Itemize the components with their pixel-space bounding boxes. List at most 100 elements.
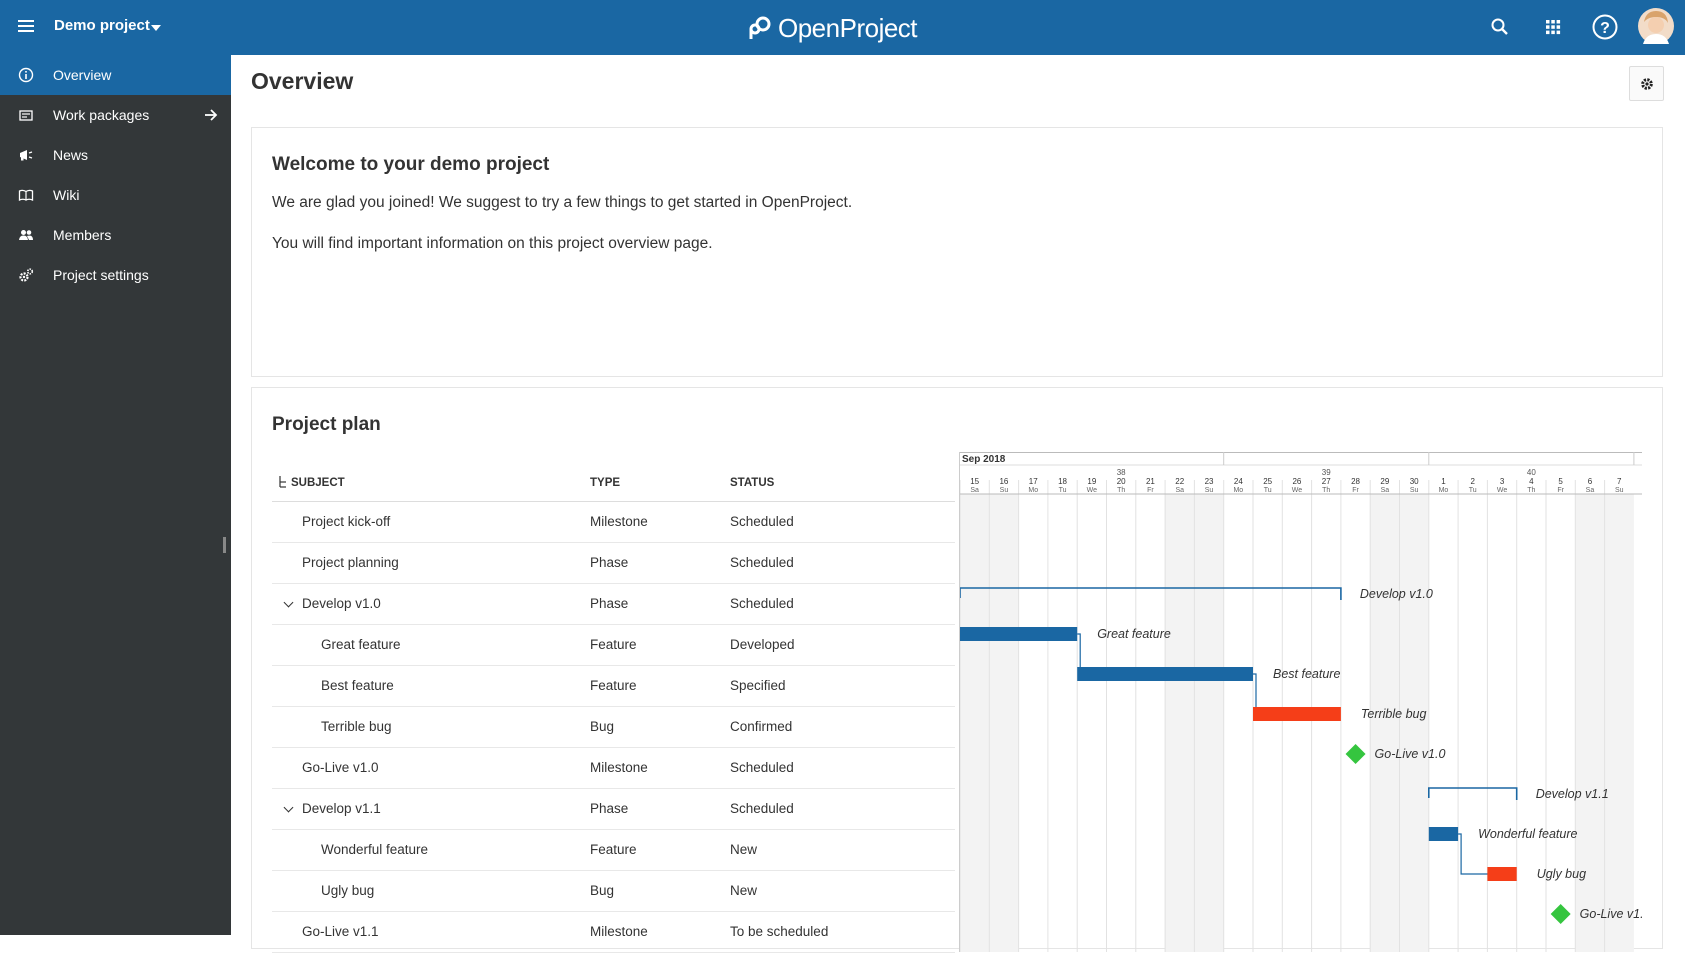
gantt-bar <box>1077 667 1253 681</box>
page-title: Overview <box>251 68 354 94</box>
sidebar-item-wiki[interactable]: Wiki <box>0 175 231 215</box>
sidebar-item-label: Overview <box>53 67 112 83</box>
gantt-item-label: Develop v1.1 <box>1536 787 1609 801</box>
sidebar-resize-handle[interactable] <box>223 537 226 553</box>
column-header-subject[interactable]: SUBJECT <box>291 477 345 489</box>
subject-cell[interactable]: Terrible bug <box>321 719 392 734</box>
help-icon[interactable]: ? <box>1591 14 1618 40</box>
sidebar-item-label: Work packages <box>53 107 150 123</box>
gantt-week-label: 40 <box>1527 468 1536 477</box>
gantt-weekday: Th <box>1117 487 1125 494</box>
gantt-day-number: 28 <box>1351 477 1360 486</box>
type-cell: Bug <box>590 719 615 734</box>
info-icon <box>18 67 34 83</box>
gantt-weekday: We <box>1497 487 1507 494</box>
project-selector[interactable]: Demo project <box>54 17 150 34</box>
gantt-weekday: Th <box>1527 487 1535 494</box>
type-cell: Feature <box>590 637 637 652</box>
table-row[interactable]: Great feature Feature Developed <box>272 625 955 666</box>
gantt-day-number: 30 <box>1410 477 1419 486</box>
gantt-weekday: Su <box>1615 487 1624 494</box>
column-header-status[interactable]: STATUS <box>730 477 775 489</box>
menu-toggle-icon[interactable] <box>18 20 34 34</box>
subject-cell[interactable]: Project kick-off <box>302 514 391 529</box>
subject-cell[interactable]: Great feature <box>321 637 401 652</box>
gantt-day-number: 19 <box>1087 477 1096 486</box>
table-row[interactable]: Project planning Phase Scheduled <box>272 543 955 584</box>
table-row[interactable]: Go-Live v1.1 Milestone To be scheduled <box>272 912 955 953</box>
sidebar-item-project-settings[interactable]: Project settings <box>0 255 231 295</box>
chevron-down-icon[interactable] <box>283 597 294 608</box>
sidebar-item-work-packages[interactable]: Work packages <box>0 95 231 135</box>
gantt-bar <box>1253 707 1341 721</box>
subject-cell[interactable]: Project planning <box>302 555 399 570</box>
gantt-day-number: 27 <box>1322 477 1331 486</box>
subject-cell[interactable]: Best feature <box>321 678 394 693</box>
weekend-column <box>1194 494 1224 952</box>
status-cell: Confirmed <box>730 719 793 734</box>
arrow-right-icon[interactable] <box>203 107 219 126</box>
table-row[interactable]: Best feature Feature Specified <box>272 666 955 707</box>
members-icon <box>18 227 34 243</box>
type-cell: Phase <box>590 596 629 611</box>
type-cell: Feature <box>590 678 637 693</box>
status-cell: Scheduled <box>730 801 794 816</box>
gantt-item-label: Great feature <box>1097 627 1171 641</box>
sidebar-item-members[interactable]: Members <box>0 215 231 255</box>
chevron-down-icon[interactable] <box>151 25 161 31</box>
gantt-item-label: Best feature <box>1273 667 1340 681</box>
gantt-day-number: 22 <box>1175 477 1184 486</box>
gantt-day-number: 5 <box>1558 477 1563 486</box>
table-row[interactable]: Ugly bug Bug New <box>272 871 955 912</box>
gantt-bar <box>1487 867 1517 881</box>
gantt-day-number: 3 <box>1500 477 1505 486</box>
gantt-item-label: Terrible bug <box>1361 707 1427 721</box>
gantt-item-label: Go-Live v1.0 <box>1375 747 1446 761</box>
table-row[interactable]: Develop v1.1 Phase Scheduled <box>272 789 955 830</box>
sidebar: Overview Work packages News Wiki Members… <box>0 55 231 935</box>
gantt-day-number: 7 <box>1617 477 1622 486</box>
sidebar-item-overview[interactable]: Overview <box>0 55 231 95</box>
welcome-text-2: You will find important information on t… <box>272 235 713 252</box>
modules-grid-icon[interactable] <box>1540 14 1566 40</box>
gantt-weekday: Sa <box>1381 487 1390 494</box>
table-row[interactable]: Wonderful feature Feature New <box>272 830 955 871</box>
table-row[interactable]: Go-Live v1.0 Milestone Scheduled <box>272 748 955 789</box>
gantt-milestone-diamond <box>1550 904 1571 924</box>
weekend-column <box>1165 494 1195 952</box>
avatar[interactable] <box>1638 8 1674 44</box>
gantt-bar <box>960 627 1078 641</box>
gantt-day-number: 1 <box>1441 477 1446 486</box>
gantt-day-number: 26 <box>1292 477 1301 486</box>
gantt-weekday: Mo <box>1439 487 1449 494</box>
page-settings-button[interactable] <box>1629 66 1664 101</box>
gantt-weekday: Su <box>1000 487 1009 494</box>
subject-cell[interactable]: Ugly bug <box>321 883 375 898</box>
status-cell: Scheduled <box>730 555 794 570</box>
project-plan-title: Project plan <box>272 414 381 435</box>
table-row[interactable]: Develop v1.0 Phase Scheduled <box>272 584 955 625</box>
gantt-weekday: Tu <box>1059 487 1067 494</box>
table-row[interactable]: Terrible bug Bug Confirmed <box>272 707 955 748</box>
search-icon[interactable] <box>1487 14 1513 40</box>
hierarchy-icon[interactable] <box>278 475 288 492</box>
subject-cell[interactable]: Wonderful feature <box>321 842 429 857</box>
gantt-chart[interactable]: Sep 2018 38 39 40 15 Sa 16 Su 17 Mo 18 Tu 19 We 20 Th 21… <box>959 452 1642 952</box>
chevron-down-icon[interactable] <box>283 802 294 813</box>
openproject-logo[interactable]: OpenProject <box>746 12 918 44</box>
welcome-widget: Welcome to your demo project We are glad… <box>251 127 1663 377</box>
subject-cell[interactable]: Go-Live v1.0 <box>302 760 379 775</box>
subject-cell[interactable]: Go-Live v1.1 <box>302 924 379 939</box>
gantt-day-number: 16 <box>999 477 1008 486</box>
table-row[interactable]: Project kick-off Milestone Scheduled <box>272 502 955 543</box>
subject-cell[interactable]: Develop v1.1 <box>302 801 381 816</box>
sidebar-item-label: News <box>53 147 89 163</box>
subject-cell[interactable]: Develop v1.0 <box>302 596 381 611</box>
settings-icon <box>18 267 34 283</box>
gantt-bar <box>1428 827 1459 841</box>
type-cell: Feature <box>590 842 637 857</box>
sidebar-item-news[interactable]: News <box>0 135 231 175</box>
column-header-type[interactable]: TYPE <box>590 477 621 489</box>
gantt-day-number: 15 <box>970 477 979 486</box>
gear-icon <box>1640 77 1653 90</box>
